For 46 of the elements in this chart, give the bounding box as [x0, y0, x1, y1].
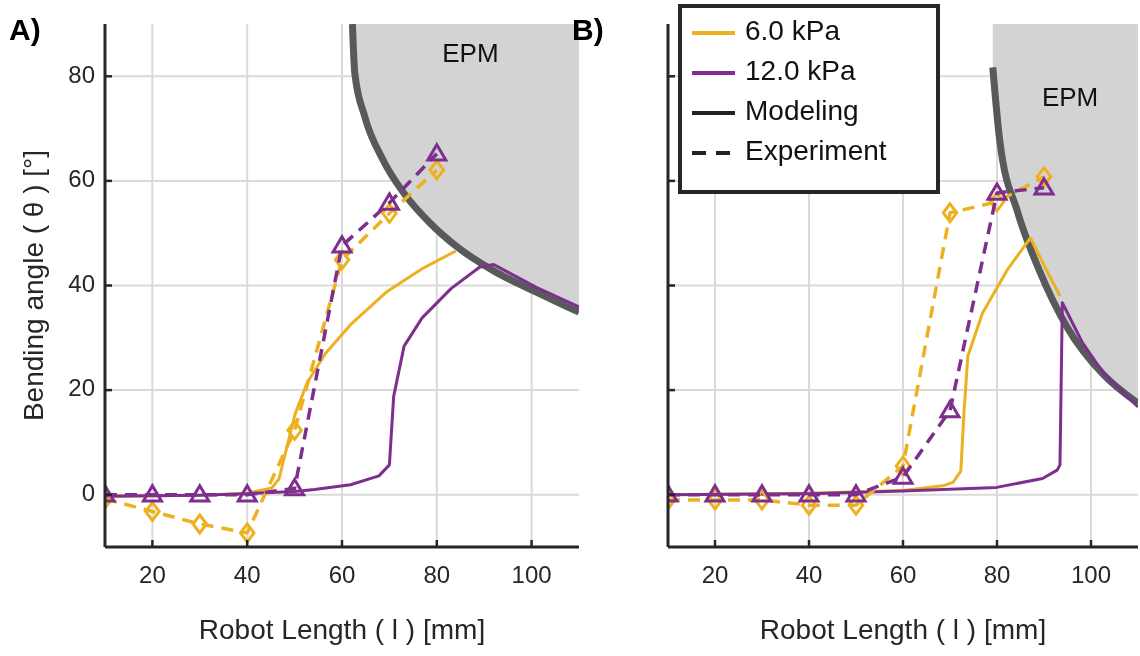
point — [191, 513, 209, 535]
x-tick-label: 40 — [233, 561, 261, 588]
x-tick-label: 80 — [423, 561, 451, 588]
legend-label: Modeling — [745, 95, 859, 127]
point — [378, 192, 400, 211]
point — [426, 143, 448, 162]
x-tick-label: 40 — [795, 561, 823, 588]
point — [236, 484, 258, 503]
x-tick-label: 100 — [1070, 561, 1112, 588]
legend-label: 12.0 kPa — [745, 55, 856, 87]
point — [144, 500, 161, 522]
x-tick-label: 100 — [511, 561, 552, 588]
point — [284, 477, 306, 497]
chart-title: A) — [9, 13, 41, 46]
x-tick-label: 20 — [139, 561, 166, 588]
x-axis-title: Robot Length ( l ) [mm] — [759, 614, 1047, 645]
point — [941, 202, 959, 224]
point — [141, 484, 163, 503]
x-tick-label: 60 — [328, 561, 356, 588]
y-tick-label: 60 — [68, 165, 95, 193]
chart-title: B) — [572, 13, 604, 46]
legend-label: Experiment — [745, 135, 887, 167]
y-tick-label: 80 — [68, 60, 95, 88]
point — [845, 484, 867, 503]
x-tick-label: 60 — [889, 561, 917, 588]
point — [892, 466, 914, 485]
point — [238, 522, 256, 544]
point — [286, 419, 303, 441]
x-tick-label: 80 — [983, 561, 1011, 588]
y-tick-label: 0 — [81, 479, 95, 507]
x-tick-label: 20 — [701, 561, 729, 588]
point — [704, 484, 726, 503]
point — [986, 182, 1008, 201]
y-tick-label: 40 — [68, 269, 95, 297]
x-axis-title: Robot Length ( l ) [mm] — [198, 614, 486, 645]
y-axis-title: Bending angle ( θ ) [°] — [18, 149, 49, 422]
point — [331, 235, 353, 254]
series-label: EPM — [442, 38, 499, 69]
y-tick-label: 20 — [68, 374, 95, 402]
point — [189, 484, 211, 503]
point — [428, 159, 446, 181]
point — [939, 400, 961, 419]
point — [1033, 177, 1055, 196]
series-label: EPM — [1041, 81, 1099, 112]
legend-label: 6.0 kPa — [745, 15, 841, 47]
point — [751, 484, 773, 503]
